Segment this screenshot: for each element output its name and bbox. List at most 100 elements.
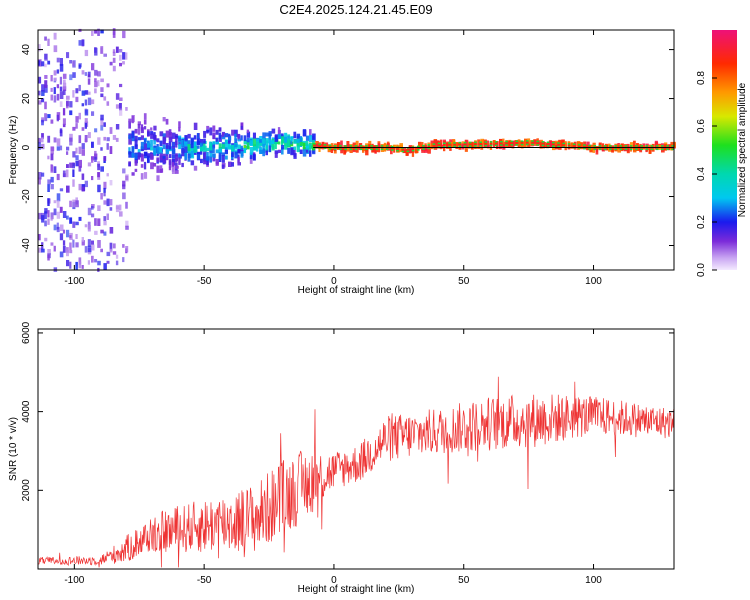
spectrogram-cell (47, 210, 50, 218)
spectrogram-cell (69, 74, 73, 81)
spectrogram-cell (134, 168, 138, 172)
spectrogram-cell (218, 132, 221, 140)
spectrogram-cell (94, 218, 97, 226)
spectrogram-cell (66, 95, 70, 100)
spectrogram-cell (196, 145, 200, 149)
spectrogram-cell (91, 31, 94, 36)
spectrogram-cell (100, 46, 104, 54)
spectrogram-cell (91, 99, 95, 105)
spectrogram-cell (171, 141, 176, 147)
spectrogram-cell (91, 63, 95, 71)
spectrogram-cell (228, 138, 231, 144)
spectrogram-cell (305, 149, 309, 153)
spectrogram-cell (209, 141, 212, 147)
spectrogram-x-label: Height of straight line (km) (298, 285, 415, 296)
spectrogram-cell (209, 144, 213, 151)
spectrogram-cell (143, 151, 148, 156)
y-tick-label: -20 (21, 189, 32, 204)
spectrogram-cell (62, 90, 66, 95)
spectrogram-cell (268, 131, 272, 137)
spectrogram-cell (281, 133, 284, 139)
spectrogram-cell (44, 211, 47, 220)
spectrogram-cell (557, 143, 560, 146)
spectrogram-cell (143, 119, 147, 125)
spectrogram-cell (165, 118, 169, 125)
spectrogram-cell (184, 135, 188, 141)
spectrogram-cell (119, 103, 122, 111)
spectrogram-cell (268, 139, 272, 145)
spectrogram-cell (103, 96, 107, 101)
spectrogram-cell (128, 162, 131, 167)
spectrogram-cell (125, 175, 129, 181)
spectrogram-cell (486, 144, 490, 148)
spectrogram-cell (97, 71, 101, 77)
spectrogram-cell (542, 142, 546, 148)
spectrogram-cell (249, 147, 254, 155)
spectrogram-cell (259, 139, 262, 144)
spectrogram-cell (391, 147, 394, 150)
spectrogram-cell (234, 151, 238, 159)
spectrogram-cell (168, 159, 172, 165)
spectrogram-cell (122, 30, 126, 39)
spectrogram-cell (97, 28, 100, 36)
spectrogram-cell (318, 145, 321, 148)
spectrogram-cell (402, 147, 406, 151)
spectrogram-cell (44, 208, 48, 214)
spectrogram-cell (106, 260, 110, 264)
spectrogram-cell (106, 198, 110, 207)
spectrogram-cell (393, 144, 396, 148)
spectrogram-cell (484, 142, 488, 145)
spectrogram-cell (240, 145, 243, 151)
spectrogram-cell (112, 57, 116, 63)
spectrogram-cell (215, 129, 219, 135)
spectrogram-cell (318, 146, 321, 152)
spectrogram-cell (206, 156, 210, 161)
spectrogram-cell (100, 193, 103, 200)
snr-y-label: SNR (10 * v/v) (8, 417, 19, 481)
spectrogram-cell (340, 140, 343, 148)
spectrogram-cell (489, 142, 493, 145)
spectrogram-cell (109, 146, 113, 154)
spectrogram-cell (567, 144, 571, 147)
x-tick-label: 0 (331, 276, 337, 287)
spectrogram-cell (221, 144, 226, 149)
spectrogram-cell (94, 150, 97, 157)
colorbar-tick-label: 0.2 (696, 215, 707, 229)
spectrogram-cell (75, 234, 78, 239)
spectrogram-cell (231, 145, 234, 152)
spectrogram-cell (143, 161, 147, 170)
spectrogram-cell (246, 142, 250, 149)
spectrogram-cell (218, 148, 222, 154)
spectrogram-cell (243, 135, 247, 142)
spectrogram-cell (44, 63, 47, 68)
spectrogram-cell (181, 140, 184, 147)
spectrogram-cell (66, 164, 69, 168)
spectrogram-cell (200, 143, 203, 147)
spectrogram-cell (200, 158, 203, 164)
spectrogram-cell (75, 200, 79, 208)
spectrogram-cell (274, 134, 279, 142)
spectrogram-cell (100, 93, 104, 98)
spectrogram-cell (293, 153, 297, 159)
spectrogram-cell (377, 145, 381, 153)
spectrogram-cell (430, 144, 433, 150)
spectrogram-cell (147, 153, 151, 158)
spectrogram-cell (100, 125, 104, 131)
spectrogram-cell (56, 57, 60, 63)
spectrogram-cell (91, 205, 94, 210)
spectrogram-cell (200, 144, 203, 152)
spectrogram-cell (125, 246, 129, 253)
spectrogram-cell (439, 139, 443, 148)
spectrogram-cell (309, 135, 313, 143)
spectrogram-cell (477, 145, 480, 149)
spectrogram-cell (106, 143, 109, 150)
spectrogram-cell (299, 141, 304, 146)
spectrogram-cell (78, 166, 82, 172)
spectrogram-cell (277, 134, 281, 139)
spectrogram-cell (281, 136, 285, 144)
spectrogram-cell (448, 143, 451, 146)
spectrogram-cell (203, 159, 207, 165)
spectrogram-cell (41, 61, 45, 67)
spectrogram-cell (59, 128, 63, 134)
